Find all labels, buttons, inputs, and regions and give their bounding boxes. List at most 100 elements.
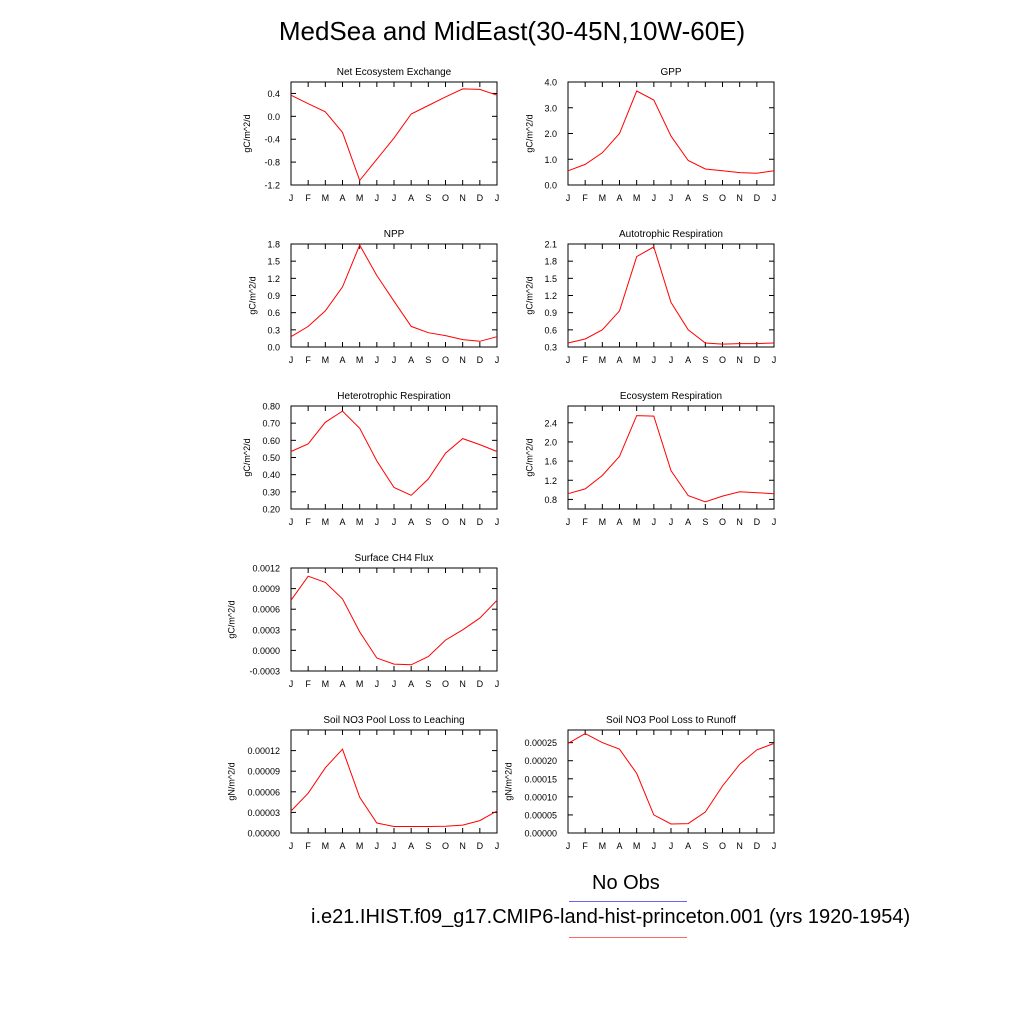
chart-3-xtick-label: J: [772, 355, 777, 365]
chart-4-xtick-label: M: [322, 517, 330, 527]
chart-8-xtick-label: M: [599, 841, 607, 851]
chart-0-series-line: [290, 88, 498, 182]
chart-7-series-line: [290, 748, 498, 827]
chart-8-xtick-label: S: [702, 841, 708, 851]
chart-8-ylabel: gN/m^2/d: [504, 762, 514, 800]
chart-8-ytick-label: 0.00020: [524, 756, 557, 766]
chart-0-xtick-label: M: [322, 193, 330, 203]
chart-6-xtick-label: J: [289, 679, 294, 689]
chart-1-xtick-label: N: [736, 193, 743, 203]
chart-5-title: Ecosystem Respiration: [620, 391, 722, 402]
chart-2-ytick-label: 0.3: [267, 325, 280, 335]
chart-6-xtick-label: A: [408, 679, 414, 689]
chart-1-ytick-label: 0.0: [544, 181, 557, 191]
chart-8-xtick-label: M: [633, 841, 641, 851]
chart-3-ytick-label: 1.5: [544, 274, 557, 284]
chart-5-series-line: [567, 415, 775, 503]
chart-4-xtick-label: J: [375, 517, 380, 527]
chart-0-xtick-label: A: [339, 193, 345, 203]
chart-0-xtick-label: D: [477, 193, 484, 203]
chart-1-xtick-label: J: [669, 193, 674, 203]
chart-2-xtick-label: A: [408, 355, 414, 365]
chart-1-ytick-label: 3.0: [544, 103, 557, 113]
chart-4-xtick-label: S: [425, 517, 431, 527]
chart-6-xtick-label: A: [339, 679, 345, 689]
chart-7-xtick-label: M: [356, 841, 364, 851]
chart-2-xtick-label: J: [375, 355, 380, 365]
chart-5-frame: [567, 405, 775, 510]
chart-4-xtick-label: A: [408, 517, 414, 527]
chart-3-xtick-label: M: [633, 355, 641, 365]
chart-4-ytick-label: 0.40: [262, 470, 280, 480]
chart-0-ytick-label: 0.4: [267, 89, 280, 99]
chart-8-ytick-label: 0.00000: [524, 829, 557, 839]
chart-5-xtick-label: M: [599, 517, 607, 527]
chart-6-xtick-label: O: [442, 679, 449, 689]
chart-8-title: Soil NO3 Pool Loss to Runoff: [606, 715, 736, 726]
chart-7-xtick-label: A: [408, 841, 414, 851]
chart-2-ytick-label: 1.8: [267, 240, 280, 250]
chart-0-ytick-label: -0.8: [264, 158, 280, 168]
chart-5-xtick-label: S: [702, 517, 708, 527]
chart-6-ytick-label: 0.0006: [252, 605, 280, 615]
chart-0-ytick-label: 0.0: [267, 112, 280, 122]
chart-5-xtick-label: J: [772, 517, 777, 527]
chart-2-xtick-label: M: [356, 355, 364, 365]
chart-2-ytick-label: 1.2: [267, 274, 280, 284]
chart-1-xtick-label: J: [772, 193, 777, 203]
legend-model-label: i.e21.IHIST.f09_g17.CMIP6-land-hist-prin…: [311, 906, 911, 928]
chart-1-xtick-label: A: [616, 193, 622, 203]
chart-2-ytick-label: 1.5: [267, 257, 280, 267]
chart-6-xtick-label: N: [459, 679, 466, 689]
chart-3-xtick-label: J: [652, 355, 657, 365]
chart-7-ytick-label: 0.00003: [247, 808, 280, 818]
chart-8-ytick-label: 0.00010: [524, 792, 557, 802]
chart-8-xtick-label: J: [669, 841, 674, 851]
chart-0-ytick-label: -0.4: [264, 135, 280, 145]
chart-2-xtick-label: O: [442, 355, 449, 365]
chart-0-xtick-label: J: [495, 193, 500, 203]
chart-7-ylabel: gN/m^2/d: [227, 762, 237, 800]
chart-4-series-line: [290, 410, 498, 496]
chart-2-title: NPP: [384, 229, 405, 240]
chart-3-xtick-label: M: [599, 355, 607, 365]
chart-8-xtick-label: O: [719, 841, 726, 851]
chart-8-xtick-label: F: [582, 841, 588, 851]
chart-0-xtick-label: J: [375, 193, 380, 203]
chart-1-xtick-label: M: [633, 193, 641, 203]
chart-0-title: Net Ecosystem Exchange: [337, 67, 452, 78]
chart-3-ytick-label: 0.9: [544, 308, 557, 318]
chart-1-series-line: [567, 90, 775, 174]
chart-1-title: GPP: [660, 67, 681, 78]
chart-4-xtick-label: O: [442, 517, 449, 527]
chart-0-xtick-label: O: [442, 193, 449, 203]
legend-model-line: [569, 937, 687, 938]
chart-5-ytick-label: 1.2: [544, 476, 557, 486]
chart-3-xtick-label: S: [702, 355, 708, 365]
chart-4-xtick-label: M: [356, 517, 364, 527]
chart-2-xtick-label: S: [425, 355, 431, 365]
chart-8-xtick-label: D: [754, 841, 761, 851]
chart-8-ytick-label: 0.00005: [524, 810, 557, 820]
chart-4-xtick-label: F: [305, 517, 311, 527]
chart-2-series-line: [290, 243, 498, 342]
chart-2-xtick-label: N: [459, 355, 466, 365]
chart-6-ytick-label: 0.0009: [252, 584, 280, 594]
chart-7-xtick-label: J: [375, 841, 380, 851]
chart-7-xtick-label: S: [425, 841, 431, 851]
chart-1-xtick-label: J: [566, 193, 571, 203]
chart-4-ytick-label: 0.50: [262, 453, 280, 463]
chart-8-frame: [567, 729, 775, 834]
chart-7-xtick-label: J: [495, 841, 500, 851]
chart-1-xtick-label: J: [652, 193, 657, 203]
chart-3-ytick-label: 2.1: [544, 240, 557, 250]
chart-6-xtick-label: J: [375, 679, 380, 689]
chart-1-xtick-label: O: [719, 193, 726, 203]
chart-5-xtick-label: N: [736, 517, 743, 527]
chart-7-xtick-label: M: [322, 841, 330, 851]
chart-4-ytick-label: 0.20: [262, 505, 280, 515]
chart-6-xtick-label: D: [477, 679, 484, 689]
chart-6-xtick-label: J: [495, 679, 500, 689]
